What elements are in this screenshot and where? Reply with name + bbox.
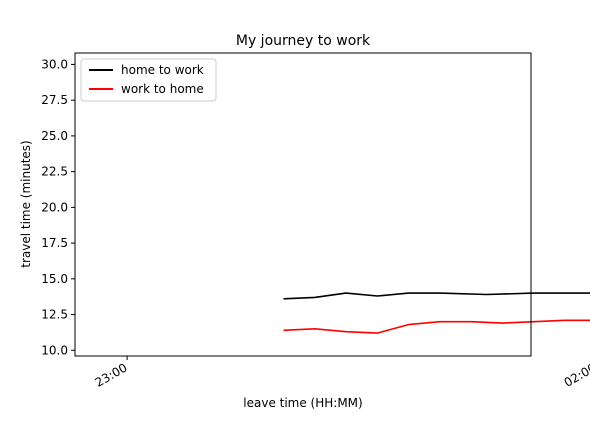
y-tick-label: 12.5 — [41, 308, 68, 322]
x-axis-ticks: 23:0002:0005:0008:0011:0014:0017:0020:00… — [93, 356, 590, 390]
chart-title: My journey to work — [236, 33, 371, 49]
y-axis-label: travel time (minutes) — [19, 140, 33, 268]
y-axis-ticks: 10.0 12.5 15.0 17.5 20.0 22.5 25.0 27.5 30.0 — [41, 57, 75, 357]
legend: home to work work to home — [80, 58, 217, 102]
series-line-work-to-home — [283, 319, 590, 334]
y-tick-label: 10.0 — [41, 343, 68, 357]
x-tick-label: 02:00 — [562, 360, 590, 389]
plot-frame — [74, 52, 532, 357]
y-tick-label: 20.0 — [41, 200, 68, 214]
x-axis-label: leave time (HH:MM) — [243, 396, 362, 410]
y-tick-label: 27.5 — [41, 93, 68, 107]
y-tick-label: 17.5 — [41, 236, 68, 250]
y-tick-label: 22.5 — [41, 165, 68, 179]
y-tick-label: 30.0 — [41, 57, 68, 71]
legend-label-work-to-home: work to home — [121, 82, 204, 96]
series-layer — [283, 292, 590, 334]
legend-box — [80, 58, 217, 102]
y-tick-label: 25.0 — [41, 129, 68, 143]
x-tick-label: 23:00 — [93, 360, 130, 389]
series-line-home-to-work — [283, 292, 590, 300]
legend-label-home-to-work: home to work — [121, 63, 204, 77]
y-tick-label: 15.0 — [41, 272, 68, 286]
